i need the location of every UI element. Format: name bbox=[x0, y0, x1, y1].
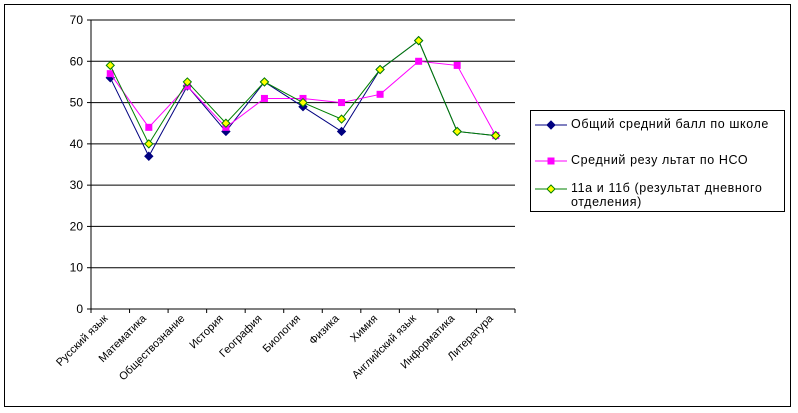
series-2-point-6 bbox=[336, 114, 347, 124]
y-tick-label-10: 10 bbox=[70, 261, 84, 275]
series-2-point-2 bbox=[182, 77, 193, 87]
series-1-point-1 bbox=[145, 123, 153, 131]
legend-swatch-2 bbox=[535, 184, 567, 194]
x-category-label-5: Биология bbox=[261, 313, 303, 355]
legend: Общий средний балл по школе Средний резу… bbox=[530, 110, 785, 212]
series-2 bbox=[105, 35, 501, 149]
series-2-point-10 bbox=[491, 130, 501, 141]
series-2-point-8 bbox=[413, 35, 424, 46]
series-1-point-9 bbox=[453, 61, 461, 69]
y-tick-label-60: 60 bbox=[70, 54, 84, 68]
series-2-point-4 bbox=[259, 77, 270, 87]
series-1-point-0 bbox=[106, 70, 114, 78]
legend-swatch-0-marker bbox=[546, 120, 556, 130]
legend-label-1: Средний резу льтат по НСО bbox=[571, 153, 749, 167]
axes bbox=[87, 19, 516, 313]
series-0-point-6 bbox=[336, 126, 347, 137]
series-1-point-6 bbox=[338, 99, 346, 107]
legend-swatch-1-marker bbox=[547, 157, 555, 165]
series-2-point-9 bbox=[452, 126, 462, 137]
series-2-point-0 bbox=[105, 60, 115, 71]
x-category-label-2: Обществознание bbox=[117, 313, 188, 384]
series-2-line bbox=[109, 39, 496, 145]
y-tick-label-30: 30 bbox=[70, 178, 84, 192]
y-tick-label-20: 20 bbox=[70, 219, 84, 233]
y-tick-labels: 0 10 20 30 40 50 60 70 bbox=[70, 13, 84, 316]
y-tick-label-40: 40 bbox=[70, 137, 84, 151]
legend-label-0: Общий средний балл по школе bbox=[571, 117, 769, 131]
legend-label-2: 11а и 11б (результат дневного отделения) bbox=[571, 181, 763, 209]
series-1-point-7 bbox=[376, 90, 384, 98]
x-category-label-3: История bbox=[187, 313, 226, 352]
series-1-point-8 bbox=[415, 57, 423, 65]
x-category-label-7: Химия bbox=[348, 313, 380, 345]
series-group bbox=[105, 35, 501, 161]
series-2-point-1 bbox=[144, 139, 154, 149]
series-2-point-3 bbox=[221, 118, 231, 128]
series-0-point-1 bbox=[144, 151, 154, 161]
x-category-label-6: Физика bbox=[307, 312, 342, 347]
legend-swatch-0 bbox=[535, 120, 567, 130]
grid-lines bbox=[91, 19, 515, 269]
y-tick-label-50: 50 bbox=[70, 96, 84, 110]
y-tick-label-0: 0 bbox=[76, 302, 83, 316]
series-1-point-4 bbox=[260, 94, 268, 102]
y-tick-label-70: 70 bbox=[70, 13, 84, 27]
series-2-point-5 bbox=[298, 97, 308, 108]
series-2-point-7 bbox=[375, 64, 385, 75]
legend-swatch-1 bbox=[535, 157, 567, 165]
legend-swatch-2-marker bbox=[546, 184, 556, 194]
